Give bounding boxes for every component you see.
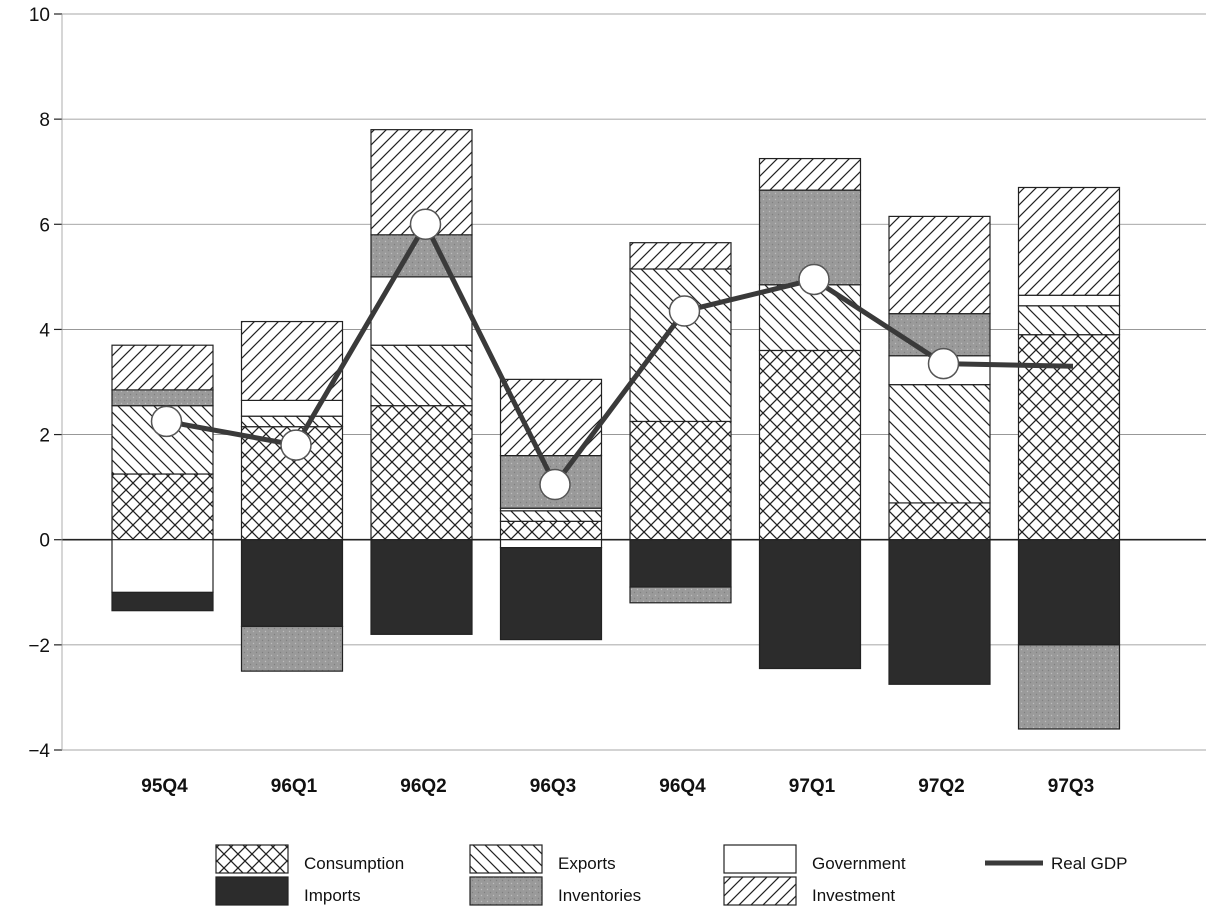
bar-segment-investment-97q1 xyxy=(758,157,862,191)
real-gdp-point-96q3 xyxy=(539,468,571,501)
bar-segment-imports-96q2 xyxy=(370,539,473,635)
legend-swatch-inventories xyxy=(469,876,543,906)
y-tick-label: 10 xyxy=(29,5,50,26)
x-category-label-96q1: 96Q1 xyxy=(271,776,318,797)
legend-item-exports: Exports xyxy=(469,844,616,874)
y-tick-label: 0 xyxy=(39,531,50,552)
bar-segment-investment-97q2 xyxy=(888,215,991,315)
bar-group-96q2 xyxy=(370,129,473,635)
y-tick-label: 2 xyxy=(39,426,50,447)
bar-segment-investment-96q1 xyxy=(240,320,344,401)
legend-label-real-gdp: Real GDP xyxy=(1051,854,1128,873)
real-gdp-point-96q1 xyxy=(280,429,312,461)
bar-group-96q4 xyxy=(629,242,732,604)
legend: Consumption Exports Government Real GDP Impo… xyxy=(215,844,1128,906)
legend-label-imports: Imports xyxy=(304,886,361,905)
bar-group-96q3 xyxy=(499,378,603,641)
bar-segment-inventories-97q3 xyxy=(1017,644,1121,730)
bar-segment-consumption-97q2 xyxy=(888,502,991,541)
bar-segment-exports-96q1 xyxy=(240,415,344,428)
bar-segment-imports-96q1 xyxy=(240,539,344,628)
bar-group-97q1 xyxy=(758,157,862,670)
legend-item-imports: Imports xyxy=(215,876,361,906)
bar-segment-inventories-95q4 xyxy=(111,389,214,407)
legend-label-investment: Investment xyxy=(812,886,895,905)
y-tick-label: −4 xyxy=(28,741,50,762)
bar-segment-exports-97q1 xyxy=(758,284,862,352)
x-category-label-96q4: 96Q4 xyxy=(659,776,706,797)
real-gdp-point-96q4 xyxy=(668,295,701,327)
y-tick-label: −2 xyxy=(28,636,50,657)
stacked-bars xyxy=(111,129,1121,730)
bar-segment-consumption-96q2 xyxy=(370,405,473,541)
legend-swatch-exports xyxy=(469,844,543,874)
bar-segment-exports-97q3 xyxy=(1017,305,1121,336)
legend-label-government: Government xyxy=(812,854,906,873)
bar-group-95q4 xyxy=(111,344,214,612)
y-axis: 10 8 6 4 2 0 −2 −4 xyxy=(28,5,63,762)
legend-swatch-consumption xyxy=(215,844,289,874)
bar-segment-consumption-96q3 xyxy=(499,520,603,541)
bar-segment-investment-97q3 xyxy=(1017,186,1121,296)
y-tick-label: 4 xyxy=(39,320,50,341)
bar-segment-consumption-97q1 xyxy=(758,349,862,541)
bar-segment-inventories-96q2 xyxy=(370,234,473,278)
bar-segment-imports-97q1 xyxy=(758,539,862,670)
real-gdp-polyline xyxy=(166,221,1074,488)
legend-swatch-imports xyxy=(215,876,289,906)
bar-segment-imports-96q4 xyxy=(629,539,732,588)
y-tick-label: 8 xyxy=(39,110,50,131)
bar-segment-investment-96q4 xyxy=(629,242,732,270)
bar-segment-inventories-96q4 xyxy=(629,586,732,604)
bar-segment-government-96q1 xyxy=(240,399,344,417)
bar-segment-exports-97q2 xyxy=(888,384,991,504)
bar-segment-exports-96q2 xyxy=(370,344,473,407)
bar-segment-consumption-97q3 xyxy=(1017,334,1121,541)
legend-item-consumption: Consumption xyxy=(215,844,404,874)
x-category-label-97q1: 97Q1 xyxy=(789,776,836,797)
x-category-label-97q2: 97Q2 xyxy=(918,776,964,797)
real-gdp-line xyxy=(150,208,1074,501)
x-category-label-96q3: 96Q3 xyxy=(530,776,576,797)
bar-segment-imports-97q2 xyxy=(888,539,991,685)
bar-group-97q2 xyxy=(888,215,991,685)
bar-segment-government-97q3 xyxy=(1017,294,1121,307)
bar-group-96q1 xyxy=(240,320,344,672)
legend-label-inventories: Inventories xyxy=(558,886,641,905)
bar-group-97q3 xyxy=(1017,186,1121,730)
real-gdp-point-95q4 xyxy=(150,405,183,438)
bar-segment-inventories-96q1 xyxy=(240,625,344,672)
legend-item-government: Government xyxy=(723,844,906,874)
bar-segment-imports-95q4 xyxy=(111,591,214,612)
bar-segment-exports-96q3 xyxy=(499,510,603,522)
bar-segment-consumption-96q4 xyxy=(629,420,732,541)
legend-label-consumption: Consumption xyxy=(304,854,404,873)
real-gdp-point-97q2 xyxy=(927,347,960,380)
legend-label-exports: Exports xyxy=(558,854,616,873)
real-gdp-point-97q1 xyxy=(798,263,830,296)
legend-item-investment: Investment xyxy=(723,876,895,906)
x-axis-categories: 95Q4 96Q1 96Q2 96Q3 96Q4 97Q1 97Q2 97Q3 xyxy=(141,776,1094,797)
bar-segment-exports-96q4 xyxy=(629,268,732,423)
bar-segment-imports-97q3 xyxy=(1017,539,1121,646)
x-category-label-96q2: 96Q2 xyxy=(400,776,446,797)
bar-segment-government-96q3 xyxy=(499,539,603,549)
y-tick-label: 6 xyxy=(39,215,50,236)
bar-segment-consumption-95q4 xyxy=(111,473,214,541)
legend-item-inventories: Inventories xyxy=(469,876,641,906)
x-category-label-97q3: 97Q3 xyxy=(1048,776,1094,797)
bar-segment-imports-96q3 xyxy=(499,546,603,641)
bar-segment-investment-95q4 xyxy=(111,344,214,391)
real-gdp-point-96q2 xyxy=(409,208,442,241)
legend-item-real-gdp: Real GDP xyxy=(985,854,1128,873)
legend-swatch-government xyxy=(723,844,797,874)
legend-swatch-investment xyxy=(723,876,797,906)
x-category-label-95q4: 95Q4 xyxy=(141,776,188,797)
bar-segment-government-95q4 xyxy=(111,539,214,593)
